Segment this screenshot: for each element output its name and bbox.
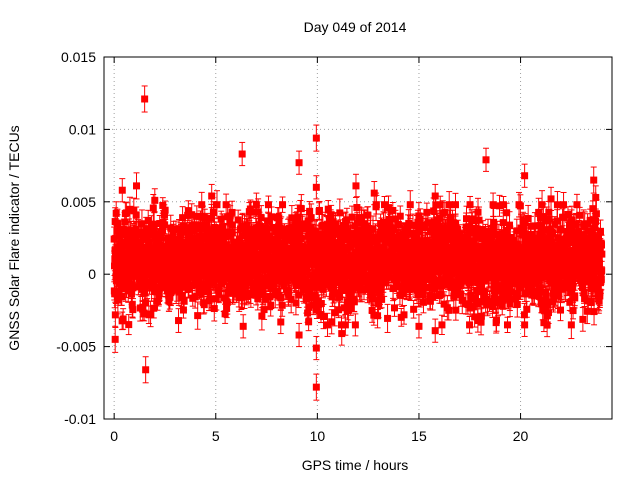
- marker-square: [224, 299, 231, 306]
- marker-square: [210, 208, 217, 215]
- marker-square: [125, 321, 132, 328]
- marker-square: [223, 305, 230, 312]
- marker-square: [229, 209, 236, 216]
- marker-square: [142, 299, 149, 306]
- marker-square: [158, 233, 165, 240]
- marker-square: [129, 306, 136, 313]
- data-point: [279, 197, 286, 212]
- marker-square: [277, 294, 284, 301]
- marker-square: [279, 201, 286, 208]
- data-layer: [111, 86, 606, 400]
- data-point: [265, 196, 272, 213]
- marker-square: [150, 205, 157, 212]
- marker-square: [133, 211, 140, 218]
- marker-square: [279, 302, 286, 309]
- marker-square: [181, 298, 188, 305]
- marker-square: [162, 207, 169, 214]
- marker-square: [161, 221, 168, 228]
- marker-square: [218, 216, 225, 223]
- marker-square: [194, 312, 201, 319]
- marker-square: [261, 306, 268, 313]
